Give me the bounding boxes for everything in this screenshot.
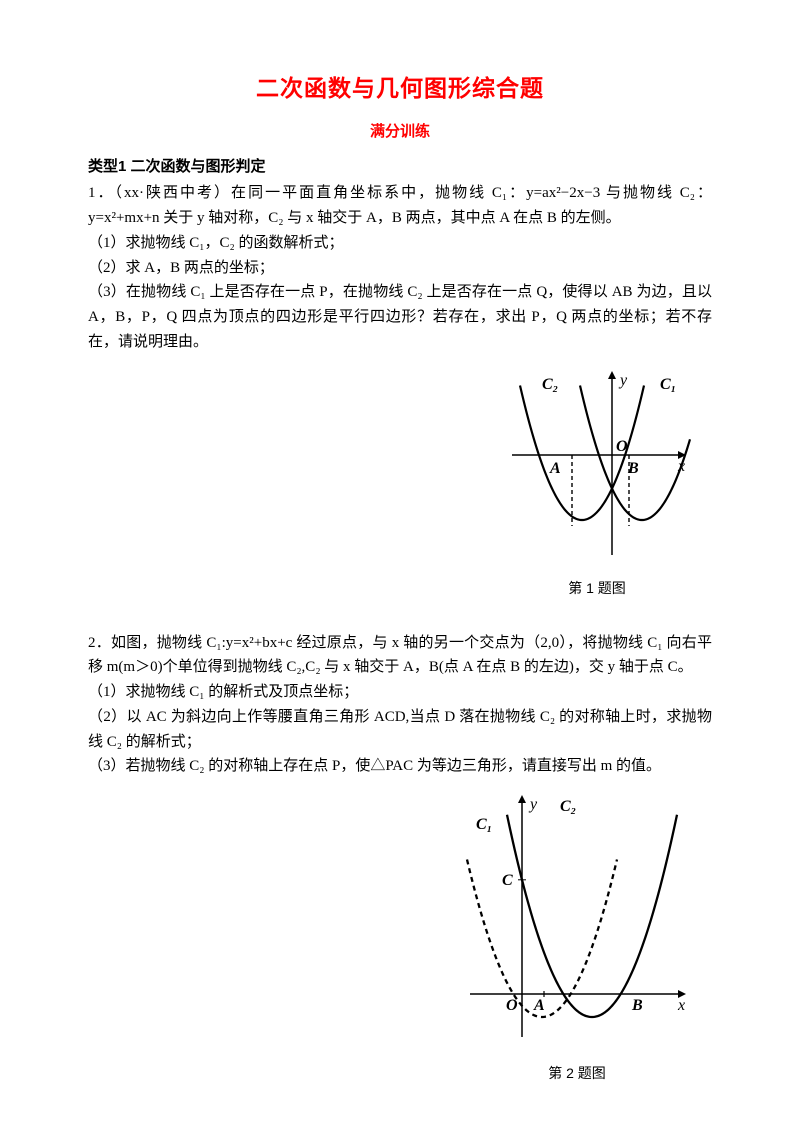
svg-text:x: x xyxy=(677,458,685,475)
svg-text:A: A xyxy=(549,460,561,477)
svg-text:A: A xyxy=(533,997,545,1014)
q1-part2: （2）求 A，B 两点的坐标； xyxy=(88,256,712,281)
subtitle: 满分训练 xyxy=(88,120,712,145)
svg-text:B: B xyxy=(627,460,639,477)
svg-text:y: y xyxy=(618,372,628,389)
q2-part3: （3）若抛物线 C₂ 的对称轴上存在点 P，使△PAC 为等边三角形，请直接写出… xyxy=(88,754,712,779)
q2-part1: （1）求抛物线 C₁ 的解析式及顶点坐标； xyxy=(88,680,712,705)
svg-text:C₂: C₂ xyxy=(560,798,576,815)
q2-chart: C₁ C₂ C OA By x xyxy=(462,789,692,1049)
q1-part3: （3）在抛物线 C₁ 上是否存在一点 P，在抛物线 C₂ 上是否存在一点 Q，使… xyxy=(88,280,712,354)
svg-text:O: O xyxy=(506,997,518,1014)
q1-figure: C₂ C₁ A BOy x 第 1 题图 xyxy=(88,365,712,601)
q2-figure: C₁ C₂ C OA By x 第 2 题图 xyxy=(88,789,712,1085)
main-title: 二次函数与几何图形综合题 xyxy=(88,70,712,108)
q2-stem: 2．如图，抛物线 C₁:y=x²+bx+c 经过原点，与 x 轴的另一个交点为（… xyxy=(88,631,712,681)
q1-stem: 1．（xx·陕西中考）在同一平面直角坐标系中，抛物线 C₁：y=ax²−2x−3… xyxy=(88,181,712,231)
q2-part2: （2）以 AC 为斜边向上作等腰直角三角形 ACD,当点 D 落在抛物线 C₂ … xyxy=(88,705,712,755)
svg-text:C₁: C₁ xyxy=(660,376,676,393)
svg-text:O: O xyxy=(616,438,628,455)
section-1-heading: 类型1 二次函数与图形判定 xyxy=(88,155,712,180)
svg-text:y: y xyxy=(528,796,538,813)
q1-chart: C₂ C₁ A BOy x xyxy=(502,365,692,565)
svg-text:C₂: C₂ xyxy=(542,376,558,393)
svg-text:C: C xyxy=(502,872,513,889)
svg-text:C₁: C₁ xyxy=(476,816,492,833)
q2-caption: 第 2 题图 xyxy=(462,1062,692,1085)
q1-caption: 第 1 题图 xyxy=(502,577,692,600)
q1-part1: （1）求抛物线 C₁，C₂ 的函数解析式； xyxy=(88,231,712,256)
svg-text:B: B xyxy=(631,997,643,1014)
svg-text:x: x xyxy=(677,997,685,1014)
